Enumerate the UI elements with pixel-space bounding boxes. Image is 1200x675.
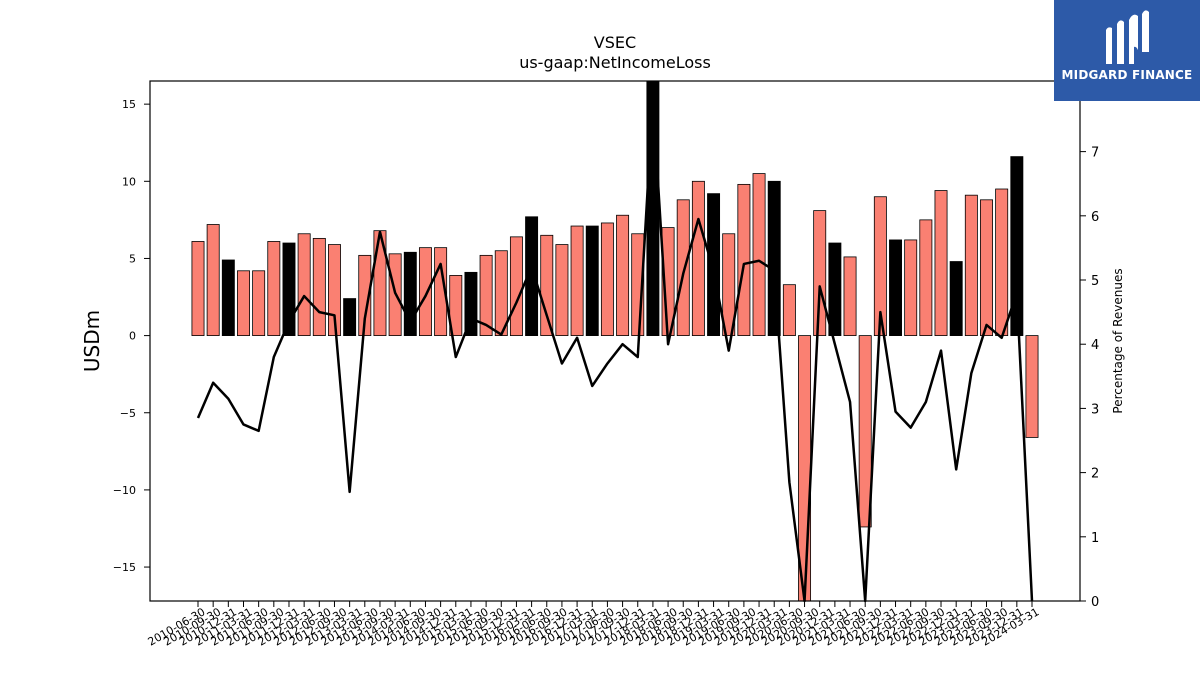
bar-2013-03-31 bbox=[358, 254, 372, 336]
y-tick-label: −15 bbox=[113, 561, 136, 574]
bar-2022-12-31 bbox=[949, 261, 963, 336]
bar-2019-06-30 bbox=[737, 183, 751, 337]
bar-2019-03-31 bbox=[722, 233, 736, 336]
bar-2012-06-30 bbox=[312, 237, 326, 336]
bar-2022-03-31 bbox=[904, 239, 918, 336]
y-tick-label: 0 bbox=[129, 330, 136, 343]
bar-2023-03-31 bbox=[964, 194, 978, 336]
bar-2016-09-30 bbox=[570, 225, 584, 336]
bar-2011-09-30 bbox=[267, 241, 281, 336]
bar-2010-06-30 bbox=[191, 241, 205, 336]
chart-title: VSEC bbox=[594, 33, 636, 52]
y2-tick-label: 0 bbox=[1091, 595, 1099, 610]
bar-2012-12-31 bbox=[343, 298, 357, 337]
y2-axis-label: Percentage of Revenues bbox=[1111, 268, 1125, 413]
y2-tick-label: 5 bbox=[1091, 274, 1099, 289]
bar-2020-09-30 bbox=[813, 210, 827, 336]
y2-tick-label: 1 bbox=[1091, 531, 1099, 546]
line-series bbox=[196, 99, 1034, 603]
bar-2020-12-31 bbox=[828, 242, 842, 337]
bar-2021-12-31 bbox=[889, 239, 902, 336]
bar-2016-12-31 bbox=[585, 225, 599, 336]
bar-2010-09-30 bbox=[206, 224, 220, 336]
bar-2016-03-31 bbox=[540, 234, 554, 337]
bar-2017-06-30 bbox=[616, 214, 630, 337]
y2-tick-label: 4 bbox=[1091, 338, 1099, 353]
bar-2010-12-31 bbox=[221, 259, 235, 336]
bar-2011-06-30 bbox=[252, 270, 266, 337]
bar-2013-12-31 bbox=[403, 251, 417, 336]
midgard-m-logo-icon bbox=[1106, 10, 1149, 65]
bar-2018-09-30 bbox=[691, 180, 705, 337]
y-axis: −15 −10 −5 0 5 10 15 bbox=[113, 98, 150, 574]
y-tick-label: 5 bbox=[129, 252, 136, 265]
bar-2014-03-31 bbox=[418, 247, 432, 336]
y2-tick-label: 3 bbox=[1091, 402, 1099, 417]
bar-series bbox=[191, 80, 1039, 602]
bar-2011-12-31 bbox=[282, 242, 296, 337]
y-tick-label: 15 bbox=[122, 98, 136, 111]
y-axis-label: USDm bbox=[80, 310, 104, 372]
bar-2021-06-30 bbox=[858, 335, 872, 528]
y2-tick-label: 2 bbox=[1091, 467, 1099, 482]
y2-tick-label: 6 bbox=[1091, 210, 1099, 225]
bar-2022-09-30 bbox=[934, 190, 948, 336]
percentage-line bbox=[196, 99, 1034, 603]
bar-2016-06-30 bbox=[555, 244, 569, 336]
y2-tick-label: 7 bbox=[1091, 146, 1099, 161]
bar-2019-09-30 bbox=[752, 173, 766, 337]
bar-2017-03-31 bbox=[600, 222, 614, 337]
y-tick-label: 10 bbox=[122, 175, 136, 188]
bar-2021-03-31 bbox=[843, 256, 857, 337]
bar-2023-06-30 bbox=[980, 199, 993, 336]
bar-2023-12-31 bbox=[1010, 156, 1024, 337]
plot-frame bbox=[149, 80, 1081, 602]
bar-2012-03-31 bbox=[297, 233, 311, 336]
bar-2022-06-30 bbox=[919, 219, 933, 336]
y2-axis: 012345678 bbox=[1080, 81, 1099, 610]
bar-2015-03-31 bbox=[479, 254, 493, 336]
bar-2014-09-30 bbox=[449, 275, 463, 337]
y-tick-label: −5 bbox=[120, 407, 136, 420]
bar-2018-06-30 bbox=[676, 199, 690, 336]
bar-2015-09-30 bbox=[509, 236, 523, 337]
bar-2023-09-30 bbox=[995, 188, 1009, 336]
chart-subtitle: us-gaap:NetIncomeLoss bbox=[519, 53, 711, 72]
brand-logo: MIDGARD FINANCE bbox=[1054, 0, 1200, 101]
bar-2020-03-31 bbox=[782, 284, 796, 336]
bar-2018-12-31 bbox=[707, 193, 721, 337]
bar-2012-09-30 bbox=[328, 244, 341, 336]
bar-2011-03-31 bbox=[237, 270, 250, 337]
bar-2024-03-31 bbox=[1025, 335, 1039, 438]
x-axis: 2010-06-302010-09-302010-12-312011-03-31… bbox=[146, 601, 1042, 649]
y-tick-label: −10 bbox=[113, 484, 136, 497]
bar-2015-12-31 bbox=[525, 216, 539, 336]
brand-name: MIDGARD FINANCE bbox=[1061, 68, 1193, 82]
